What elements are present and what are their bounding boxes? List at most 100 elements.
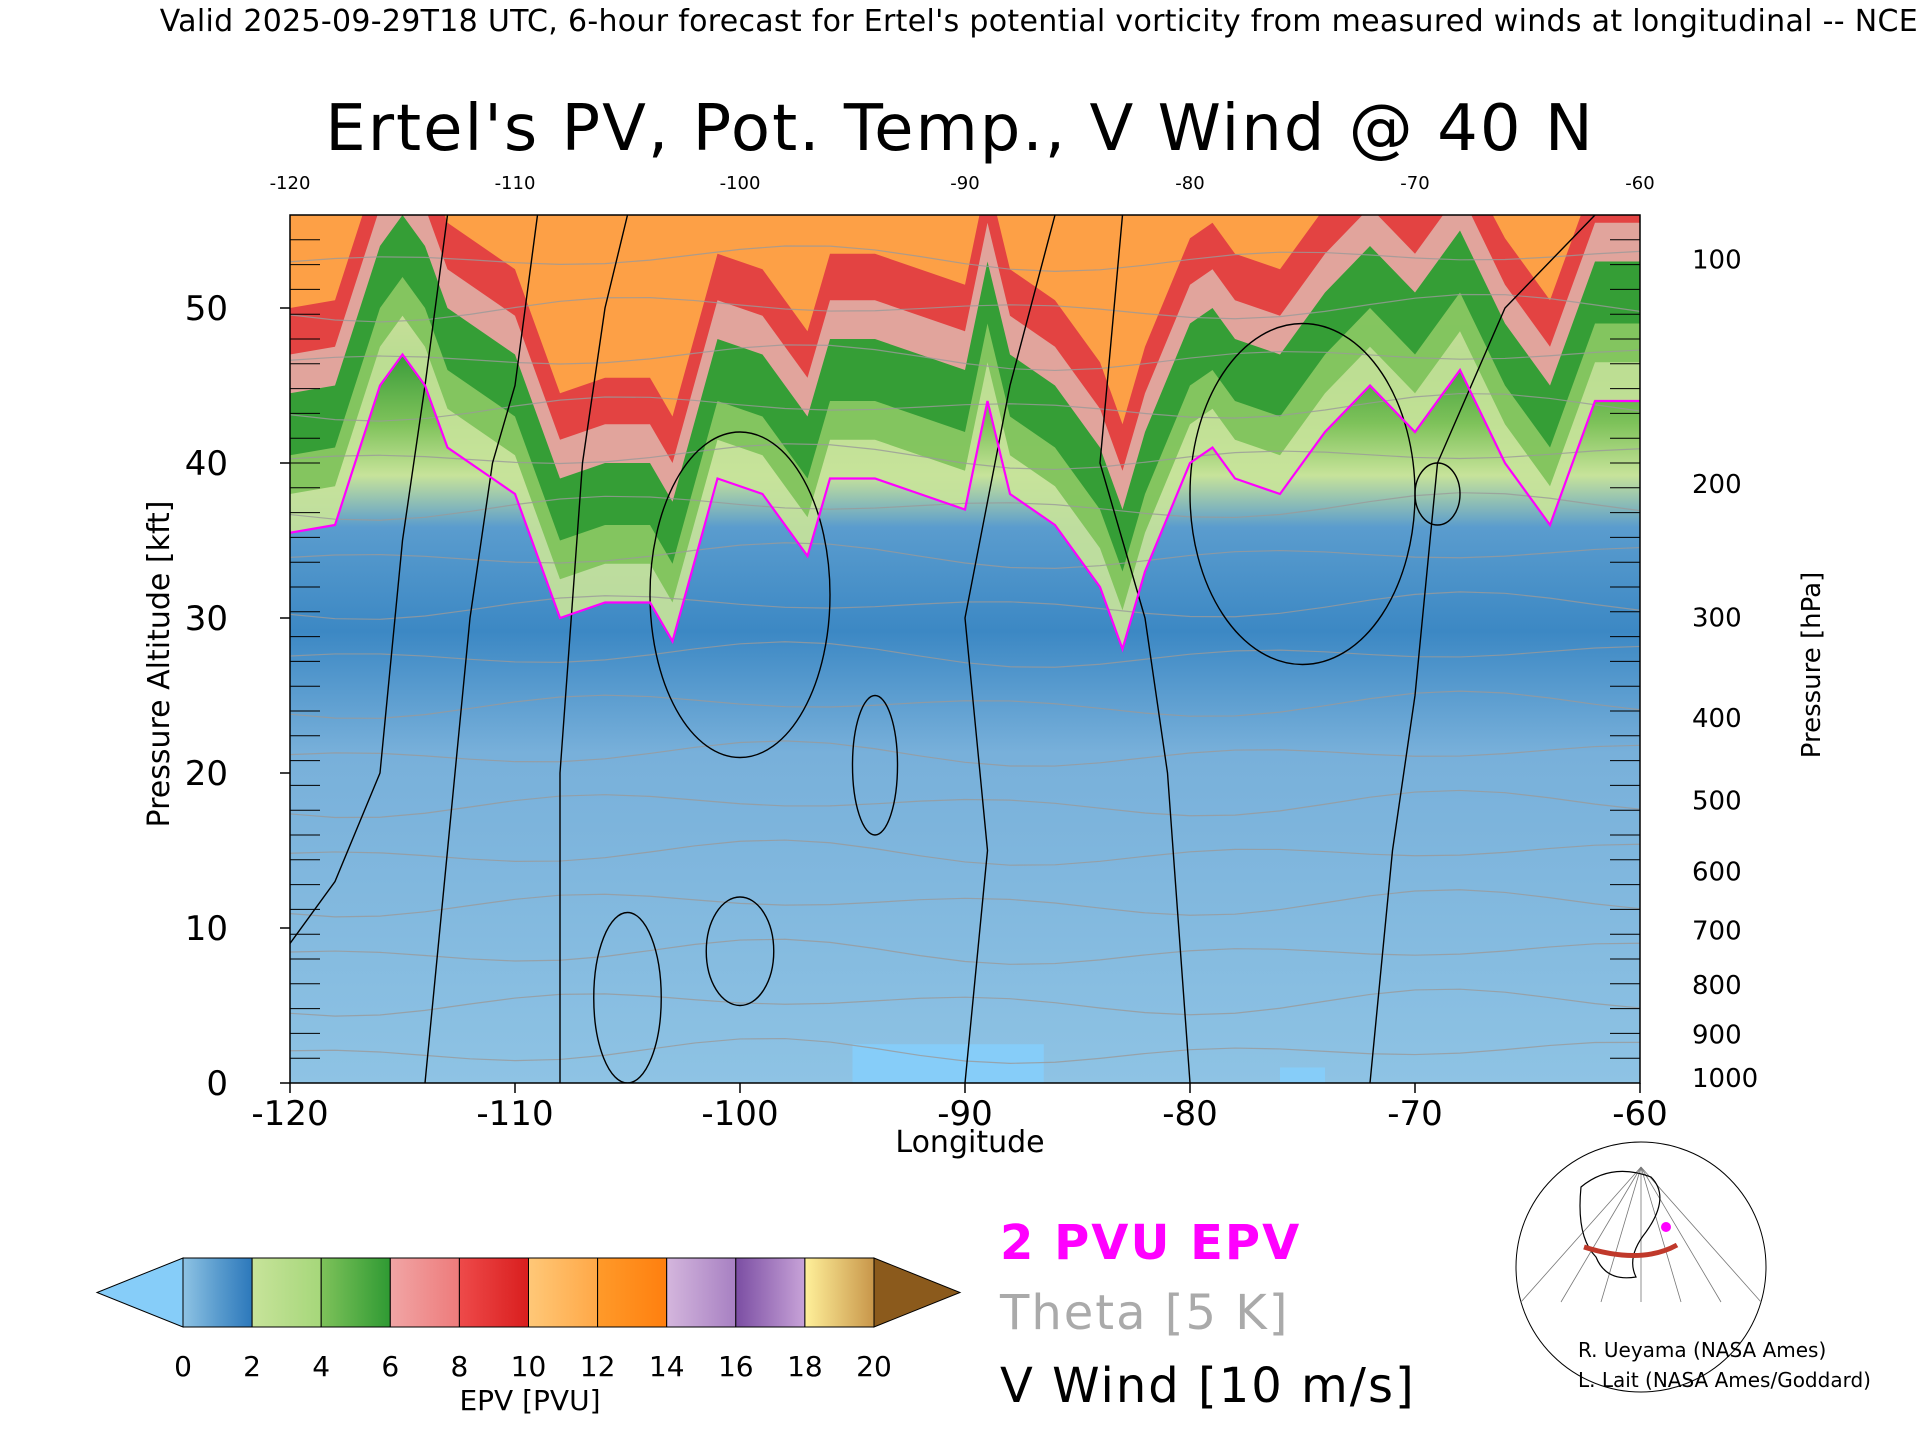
theta-contours bbox=[290, 245, 1640, 1064]
theta-contour bbox=[290, 443, 1640, 471]
theta-contour bbox=[290, 988, 1640, 1017]
colorbar-label: EPV [PVU] bbox=[459, 1384, 601, 1417]
inset-meridian bbox=[1600, 1166, 1642, 1303]
colorbar-tick-label: 6 bbox=[381, 1350, 399, 1383]
vwind-contour bbox=[964, 215, 1056, 1083]
credit-line-2: L. Lait (NASA Ames/Goddard) bbox=[1578, 1368, 1871, 1392]
x-axis-label: Longitude bbox=[895, 1125, 1044, 1160]
theta-contour bbox=[290, 392, 1640, 422]
theta-contour bbox=[290, 641, 1640, 668]
vwind-contour bbox=[705, 896, 775, 1007]
inset-map-outline bbox=[1515, 1141, 1767, 1393]
colorbar-over-arrow bbox=[873, 1257, 962, 1328]
colorbar-tick-label: 4 bbox=[312, 1350, 330, 1383]
vwind-contour bbox=[424, 215, 539, 1083]
colorbar-tick-label: 20 bbox=[856, 1350, 892, 1383]
epv-band bbox=[290, 215, 1581, 425]
colorbar-segment bbox=[182, 1257, 253, 1328]
x-tick-label: -90 bbox=[937, 1094, 993, 1134]
theta-contour bbox=[290, 938, 1640, 965]
pressure-tick-label: 1000 bbox=[1692, 1064, 1758, 1094]
x-top-tick-label: -110 bbox=[495, 173, 536, 194]
colorbar-segment bbox=[804, 1257, 875, 1328]
pressure-tick-label: 300 bbox=[1692, 603, 1742, 633]
vwind-contour bbox=[649, 431, 831, 759]
theta-contour bbox=[290, 740, 1640, 767]
pressure-axis-label: Pressure [hPa] bbox=[1797, 572, 1827, 759]
x-tick-label: -100 bbox=[701, 1094, 778, 1134]
theta-contour bbox=[290, 542, 1640, 569]
inset-meridian bbox=[1640, 1166, 1762, 1303]
vwind-contour bbox=[1369, 215, 1596, 1083]
y-tick-label: 30 bbox=[185, 599, 228, 639]
colorbar-tick-label: 12 bbox=[580, 1350, 616, 1383]
pressure-tick-label: 500 bbox=[1692, 786, 1742, 816]
inset-section-line bbox=[1583, 1242, 1679, 1258]
legend-theta: Theta [5 K] bbox=[1000, 1285, 1290, 1341]
x-top-tick-label: -100 bbox=[720, 173, 761, 194]
theta-contour bbox=[290, 344, 1640, 372]
x-top-tick-label: -80 bbox=[1175, 173, 1204, 194]
colorbar-tick-label: 8 bbox=[450, 1350, 468, 1383]
x-tick-label: -60 bbox=[1612, 1094, 1668, 1134]
legend-2pvu: 2 PVU EPV bbox=[1000, 1215, 1302, 1271]
epv-surface-patch bbox=[1280, 1067, 1325, 1083]
vwind-contours bbox=[290, 215, 1596, 1083]
x-top-tick-label: -90 bbox=[950, 173, 979, 194]
theta-contour bbox=[290, 591, 1640, 620]
inset-map bbox=[1515, 1141, 1767, 1393]
x-top-tick-label: -70 bbox=[1400, 173, 1429, 194]
colorbar-tick-label: 14 bbox=[649, 1350, 685, 1383]
theta-contour bbox=[290, 889, 1640, 918]
colorbar-tick-label: 0 bbox=[174, 1350, 192, 1383]
pressure-tick-label: 400 bbox=[1692, 704, 1742, 734]
inset-meridian bbox=[1560, 1166, 1642, 1303]
y-tick-label: 20 bbox=[185, 754, 228, 794]
tropopause-line bbox=[290, 352, 1640, 653]
vwind-contour bbox=[1414, 462, 1461, 526]
colorbar-segment bbox=[251, 1257, 322, 1328]
colorbar-segment bbox=[389, 1257, 460, 1328]
vwind-contour bbox=[559, 215, 629, 1083]
credit-line-1: R. Ueyama (NASA Ames) bbox=[1578, 1338, 1827, 1362]
inset-meridian bbox=[1520, 1166, 1642, 1303]
pressure-tick-label: 600 bbox=[1692, 858, 1742, 888]
inset-marker bbox=[1661, 1222, 1671, 1232]
x-tick-label: -110 bbox=[476, 1094, 553, 1134]
colorbar-tick-label: 2 bbox=[243, 1350, 261, 1383]
colorbar-tick-label: 16 bbox=[718, 1350, 754, 1383]
colorbar: 0 2 4 6 8 10 12 14 16 18 20 bbox=[95, 1257, 962, 1383]
colorbar-segment bbox=[597, 1257, 668, 1328]
x-top-tick-label: -60 bbox=[1625, 173, 1654, 194]
colorbar-tick-label: 18 bbox=[787, 1350, 823, 1383]
vwind-contour bbox=[593, 911, 662, 1083]
pressure-tick-label: 700 bbox=[1692, 917, 1742, 947]
y-tick-label: 40 bbox=[185, 444, 228, 484]
tropopause-2pvu-line bbox=[290, 352, 1640, 653]
vwind-contour bbox=[1099, 215, 1191, 1083]
y-tick-label: 50 bbox=[185, 289, 228, 329]
colorbar-segment bbox=[528, 1257, 599, 1328]
inset-meridian bbox=[1640, 1166, 1682, 1303]
colorbar-segment bbox=[320, 1257, 391, 1328]
pressure-tick-label: 900 bbox=[1692, 1020, 1742, 1050]
colorbar-segment bbox=[458, 1257, 529, 1328]
pressure-tick-label: 200 bbox=[1692, 470, 1742, 500]
vwind-contour bbox=[851, 694, 899, 836]
chart-title: Ertel's PV, Pot. Temp., V Wind @ 40 N bbox=[325, 92, 1595, 166]
vwind-contour bbox=[290, 215, 449, 944]
theta-contour bbox=[290, 839, 1640, 866]
x-tick-label: -70 bbox=[1387, 1094, 1443, 1134]
y-tick-label: 10 bbox=[185, 909, 228, 949]
colorbar-segment bbox=[666, 1257, 737, 1328]
y-tick-label: 0 bbox=[206, 1064, 228, 1104]
inset-meridian bbox=[1640, 1166, 1722, 1303]
theta-contour bbox=[290, 245, 1640, 273]
axes: -120 -110 -100 -90 -80 -70 -60 -120 -110 -100 -90 -… bbox=[142, 173, 1827, 1160]
theta-contour bbox=[290, 293, 1640, 323]
header-text: Valid 2025-09-29T18 UTC, 6-hour forecast… bbox=[159, 4, 1918, 39]
pressure-tick-label: 800 bbox=[1692, 971, 1742, 1001]
x-tick-label: -80 bbox=[1162, 1094, 1218, 1134]
x-tick-label: -120 bbox=[251, 1094, 328, 1134]
